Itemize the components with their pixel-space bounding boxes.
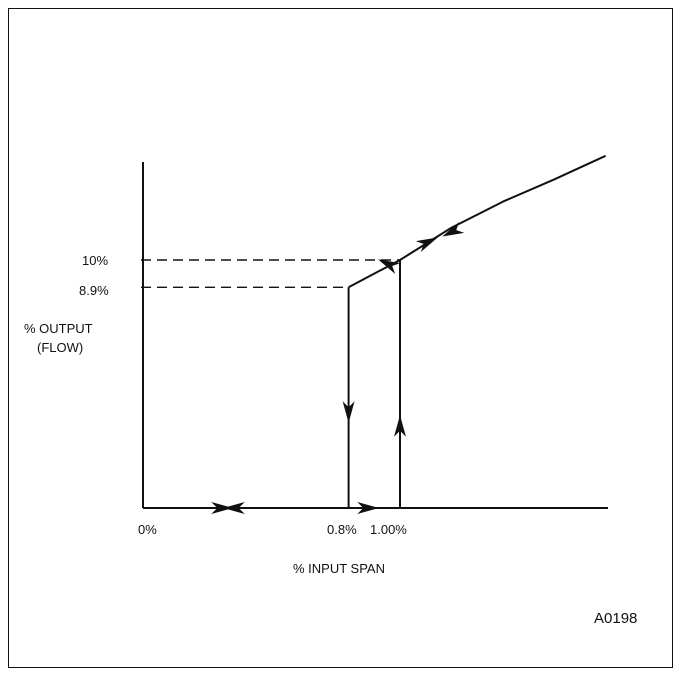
arrow-curve-up-right bbox=[415, 237, 438, 252]
arrow-x-axis-left bbox=[223, 502, 245, 514]
arrow-drop-down bbox=[342, 401, 355, 423]
x-tick-0-8: 0.8% bbox=[327, 522, 357, 537]
arrow-x-axis-right bbox=[211, 502, 233, 514]
figure-frame bbox=[8, 8, 673, 668]
x-axis-label: % INPUT SPAN bbox=[293, 561, 385, 576]
x-tick-0: 0% bbox=[138, 522, 157, 537]
y-axis-label-line1: % OUTPUT bbox=[24, 321, 93, 336]
arrow-rise-up bbox=[394, 415, 406, 437]
arrow-curve-down-left bbox=[378, 259, 401, 274]
y-tick-10: 10% bbox=[82, 253, 108, 268]
flow-curve bbox=[348, 154, 607, 289]
y-tick-8-9: 8.9% bbox=[79, 283, 109, 298]
x-tick-1-00: 1.00% bbox=[370, 522, 407, 537]
arrow-curve-return bbox=[442, 222, 465, 237]
arrow-x-axis-right-2 bbox=[357, 502, 379, 514]
y-axis-label-line2: (FLOW) bbox=[37, 340, 83, 355]
figure-id: A0198 bbox=[594, 610, 637, 627]
